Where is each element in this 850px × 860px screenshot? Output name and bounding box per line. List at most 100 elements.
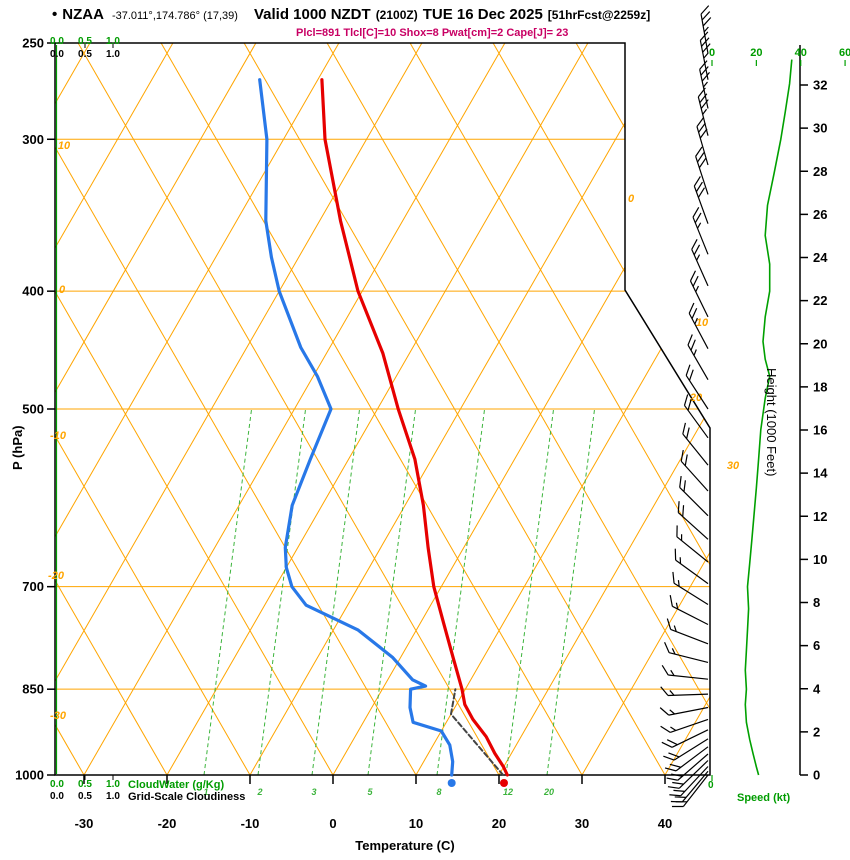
wind-barb	[682, 422, 709, 466]
speed-curve	[744, 59, 793, 776]
temperature-axis-label: Temperature (C)	[355, 838, 455, 853]
height-tick-label: 26	[813, 207, 827, 222]
mixing-ratio-label: 5	[367, 787, 373, 797]
wind-barb	[666, 618, 709, 645]
wind-barb	[659, 706, 709, 716]
adiabat-label: -10	[50, 430, 67, 442]
pressure-tick-label: 300	[22, 132, 44, 147]
cloud-scale-bottom-green: 0.5	[78, 779, 92, 790]
temperature-tick-label: -20	[158, 816, 177, 831]
cloud-scale-top-green: 0.5	[78, 36, 92, 47]
adiabat-label: 10	[58, 140, 71, 152]
wind-barb	[677, 501, 709, 540]
wind-barb	[669, 766, 709, 797]
cloud-scale-top-black: 0.0	[50, 49, 64, 60]
cloudiness-label: Grid-Scale Cloudiness	[128, 791, 246, 803]
cloud-scale-bottom-green: 0.0	[50, 779, 64, 790]
height-axis-label: Height (1000 Feet)	[764, 368, 779, 477]
wind-barb	[691, 239, 709, 287]
wind-barb	[666, 753, 709, 781]
speed-zero-label: 0	[708, 780, 714, 791]
height-tick-label: 14	[813, 466, 828, 481]
height-tick-label: 30	[813, 121, 827, 136]
height-tick-label: 32	[813, 78, 827, 93]
wind-barb	[660, 686, 709, 697]
height-tick-label: 10	[813, 552, 827, 567]
temperature-tick-label: -10	[241, 816, 260, 831]
pressure-tick-label: 850	[22, 682, 44, 697]
wind-barb	[689, 270, 709, 318]
height-tick-label: 24	[813, 250, 828, 265]
wind-barb	[672, 571, 709, 606]
wind-barb	[671, 774, 709, 808]
pressure-tick-label: 1000	[15, 768, 44, 783]
station-code: NZAA	[62, 6, 104, 23]
height-tick-label: 18	[813, 379, 827, 394]
wind-barb	[663, 738, 709, 761]
wind-barb	[664, 746, 709, 772]
valid-prefix: Valid 1000 NZDT	[253, 6, 371, 23]
wind-barb	[692, 207, 709, 255]
cloud-scale-bottom-black: 0.5	[78, 791, 92, 802]
height-tick-label: 4	[813, 681, 821, 696]
pressure-tick-label: 250	[22, 36, 44, 51]
height-tick-label: 16	[813, 423, 827, 438]
station-coords: -37.011°,174.786° (17,39)	[111, 10, 238, 22]
speed-axis-label: Speed (kt)	[737, 792, 791, 804]
wind-barb	[696, 116, 709, 166]
cloud-scale-bottom-black: 1.0	[106, 791, 120, 802]
speed-tick-label: 40	[795, 47, 807, 59]
wind-barb	[683, 394, 709, 439]
temperature-tick-label: -30	[75, 816, 94, 831]
adiabat-label: -20	[48, 570, 65, 582]
cloud-scale-bottom-black: 0.0	[50, 791, 64, 802]
surface-temperature-dot	[499, 779, 508, 787]
isotherm-label: 30	[727, 460, 740, 472]
mixing-ratio-label: 3	[311, 787, 316, 797]
speed-tick-label: 20	[750, 47, 762, 59]
station-bullet: •	[52, 6, 58, 23]
adiabat-label: 0	[59, 284, 66, 296]
wind-barb	[697, 87, 709, 136]
isotherm-label: 0	[628, 193, 635, 205]
height-tick-label: 0	[813, 768, 820, 783]
isotherm-label: 10	[696, 317, 709, 329]
wind-barb	[695, 146, 709, 195]
mixing-ratio-label: 12	[503, 787, 513, 797]
wind-barb	[680, 449, 709, 492]
wind-barb	[674, 548, 709, 585]
cloud-scale-top-black: 1.0	[106, 49, 120, 60]
wind-barb	[679, 476, 709, 517]
parcel-path	[450, 688, 505, 776]
cloud-scale-top-black: 0.5	[78, 49, 92, 60]
valid-date: TUE 16 Dec 2025	[422, 6, 543, 23]
wind-barb	[676, 525, 709, 563]
wind-barb	[688, 302, 709, 349]
cloudwater-label: CloudWater (g/Kg)	[128, 779, 225, 791]
temperature-tick-label: 10	[409, 816, 423, 831]
wind-barbs	[659, 5, 712, 808]
params-line: Plcl=891 Tlcl[C]=10 Shox=8 Pwat[cm]=2 Ca…	[296, 27, 569, 39]
wind-barb	[687, 334, 709, 381]
wind-barb	[693, 176, 709, 224]
temperature-tick-label: 20	[492, 816, 506, 831]
height-tick-label: 8	[813, 595, 820, 610]
wind-barb	[664, 642, 709, 663]
adiabat-label: -30	[50, 710, 67, 722]
mixing-ratio-label: 20	[543, 787, 554, 797]
wind-barb	[685, 364, 709, 410]
pressure-tick-label: 500	[22, 402, 44, 417]
pressure-axis-label: P (hPa)	[10, 425, 25, 470]
height-tick-label: 20	[813, 336, 827, 351]
forecast-info: [51hrFcst@2259z]	[547, 8, 651, 22]
temperature-tick-label: 30	[575, 816, 589, 831]
wind-barb	[669, 595, 709, 626]
mixing-ratio-label: 1	[203, 787, 208, 797]
temperature-curve	[320, 78, 509, 777]
height-tick-label: 22	[813, 293, 827, 308]
surface-dewpoint-dot	[447, 779, 456, 787]
grid-lines	[55, 43, 710, 775]
pressure-tick-label: 700	[22, 579, 44, 594]
